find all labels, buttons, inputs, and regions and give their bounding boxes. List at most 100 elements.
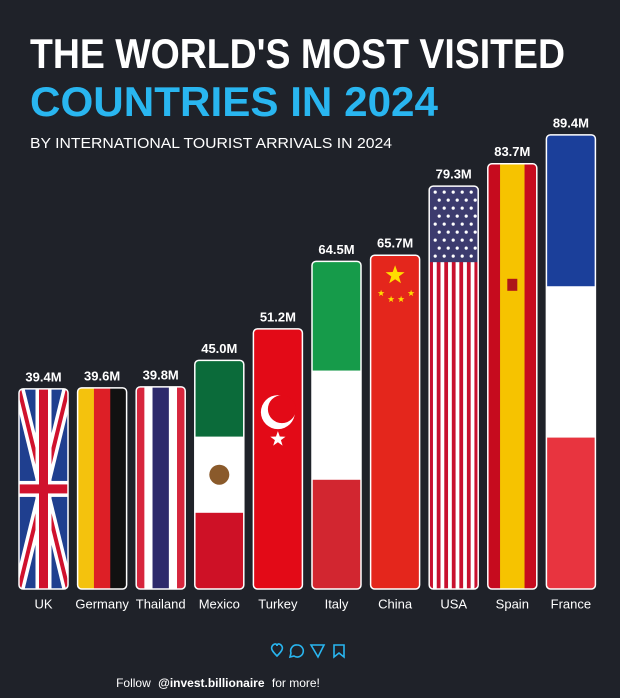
flag-star [437, 246, 441, 250]
flag [312, 261, 361, 589]
flag [487, 163, 537, 589]
flag-stripe [459, 186, 464, 589]
value-label: 39.6M [84, 368, 120, 383]
value-label: 39.8M [143, 367, 179, 382]
flag-stripe [436, 186, 441, 589]
value-label: 79.3M [436, 167, 472, 182]
flag-star [460, 190, 464, 194]
flag-stripe [440, 186, 445, 589]
flag [194, 360, 244, 589]
flag-star [460, 222, 464, 226]
flag-stripe [470, 186, 475, 589]
chart-title: THE WORLD'S MOST VISITED [30, 30, 565, 77]
flag-stripe [474, 186, 479, 589]
flag-emblem [507, 278, 518, 291]
flag-star [473, 230, 477, 234]
flag-star [451, 238, 455, 242]
flag-star [464, 214, 468, 218]
flag-stripe [312, 370, 361, 481]
flag-star [437, 214, 441, 218]
flag-star [464, 198, 468, 202]
flag-stripe [487, 163, 501, 589]
flag-star [442, 254, 446, 258]
flag [253, 328, 303, 589]
flag-star [460, 238, 464, 242]
x-tick-label: France [551, 596, 591, 611]
bar-outline [252, 328, 304, 590]
flag [77, 387, 127, 589]
flag-star [469, 254, 473, 258]
flag-star [469, 190, 473, 194]
flag-star [455, 198, 459, 202]
flag-star [460, 254, 464, 258]
flag-stripe [136, 386, 145, 589]
bar-outline [194, 359, 245, 590]
flag-stripe [194, 512, 244, 589]
flag-star [433, 222, 437, 226]
flag-stripe [448, 186, 453, 589]
value-label: 39.4M [25, 369, 61, 384]
flag-stripe [177, 386, 186, 589]
footer-prefix: Follow [116, 676, 151, 690]
flag-star [455, 214, 459, 218]
flag-star [451, 206, 455, 210]
flag-star [442, 222, 446, 226]
x-tick-label: Spain [496, 596, 529, 611]
flag-stripe [312, 479, 361, 589]
flag-star [446, 214, 450, 218]
bar-outline [369, 254, 421, 590]
flag-star [473, 214, 477, 218]
flag-stripe [152, 386, 170, 589]
flag-stripe [429, 186, 434, 589]
flag-star [397, 295, 405, 303]
flag-stripe [194, 360, 244, 437]
flag-stripe [312, 261, 361, 371]
flag [136, 386, 186, 589]
x-tick-label: Mexico [199, 596, 240, 611]
flag-star [460, 206, 464, 210]
flag-star [469, 222, 473, 226]
x-tick-label: USA [440, 596, 467, 611]
social-icons [270, 643, 345, 659]
flag-star [473, 198, 477, 202]
value-label: 89.4M [553, 115, 589, 130]
flag-star [451, 190, 455, 194]
flag [546, 134, 596, 590]
flag-field [370, 255, 420, 589]
flag-star [433, 254, 437, 258]
flag-star [464, 230, 468, 234]
value-label: 83.7M [494, 144, 530, 159]
bar-outline [311, 260, 362, 590]
flag-star [377, 289, 385, 297]
value-label: 64.5M [318, 242, 354, 257]
flag-stripe [455, 186, 460, 589]
flag-stripe [546, 134, 596, 287]
x-tick-label: Germany [75, 596, 129, 611]
footer-handle: @invest.billionaire [158, 676, 265, 690]
bar-outline [76, 387, 128, 590]
flag-emblem [209, 464, 230, 485]
flag-star [451, 254, 455, 258]
flag-stripe [524, 163, 537, 589]
flag-star [446, 230, 450, 234]
flag-star [385, 265, 405, 284]
flag-stripe [463, 186, 468, 589]
flag-stripe [444, 186, 449, 589]
bar-outline [135, 386, 186, 590]
flag-star [455, 246, 459, 250]
value-label: 51.2M [260, 309, 296, 324]
x-tick-label: UK [34, 596, 52, 611]
flag-star [437, 198, 441, 202]
flag-star [473, 246, 477, 250]
bar-outline [428, 185, 479, 590]
value-label: 65.7M [377, 236, 413, 251]
bar-outline [18, 388, 69, 590]
x-tick-label: Italy [325, 596, 349, 611]
flag-star [451, 222, 455, 226]
flag-stripe [432, 186, 438, 589]
chart-title-highlight: COUNTRIES IN 2024 [30, 78, 439, 125]
flag [429, 186, 479, 589]
flag-stripe [93, 387, 111, 589]
flag-stripe [500, 163, 525, 589]
